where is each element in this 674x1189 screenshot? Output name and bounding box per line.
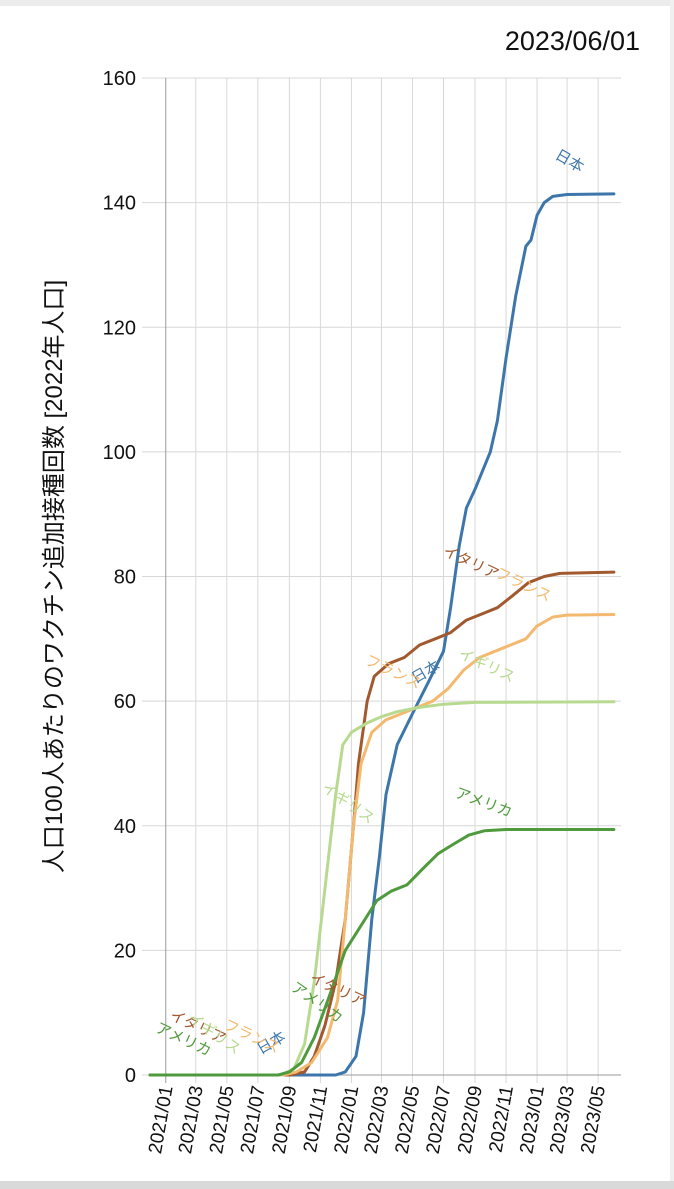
bottom-frame xyxy=(0,1181,674,1189)
top-frame xyxy=(0,0,674,6)
x-tick-label: 2021/11 xyxy=(300,1084,332,1154)
x-tick-label: 2022/11 xyxy=(486,1084,518,1154)
series-line xyxy=(148,700,616,1077)
y-tick-label: 60 xyxy=(114,691,136,713)
series-line xyxy=(148,828,616,1077)
x-tick-label: 2021/09 xyxy=(269,1084,302,1155)
series-line xyxy=(148,570,616,1077)
series-line xyxy=(148,192,616,1077)
x-tick-label: 2022/09 xyxy=(454,1084,487,1155)
x-tick-label: 2022/03 xyxy=(361,1084,394,1155)
x-tick-label: 2023/01 xyxy=(516,1084,549,1155)
y-tick-label: 20 xyxy=(114,940,136,962)
x-tick-label: 2022/01 xyxy=(331,1084,364,1155)
x-tick-label: 2022/07 xyxy=(423,1084,456,1155)
y-tick-label: 80 xyxy=(114,567,136,589)
y-tick-label: 160 xyxy=(103,68,136,90)
y-tick-label: 140 xyxy=(103,193,136,215)
y-tick-label: 40 xyxy=(114,816,136,838)
x-tick-label: 2021/07 xyxy=(237,1084,270,1155)
x-tick-label: 2023/03 xyxy=(546,1084,579,1155)
y-tick-label: 120 xyxy=(103,317,136,339)
y-tick-label: 0 xyxy=(125,1065,136,1087)
date-stamp: 2023/06/01 xyxy=(504,26,640,56)
x-tick-label: 2021/01 xyxy=(145,1084,178,1155)
right-frame xyxy=(670,0,674,1189)
x-tick-label: 2021/05 xyxy=(206,1084,239,1155)
x-tick-label: 2021/03 xyxy=(175,1084,208,1155)
y-axis-title: 人口100人あたりのワクチン追加接種回数 [2022年人口] xyxy=(41,280,68,873)
x-tick-label: 2023/05 xyxy=(577,1084,610,1155)
x-tick-label: 2022/05 xyxy=(392,1084,425,1155)
y-tick-label: 100 xyxy=(103,442,136,464)
